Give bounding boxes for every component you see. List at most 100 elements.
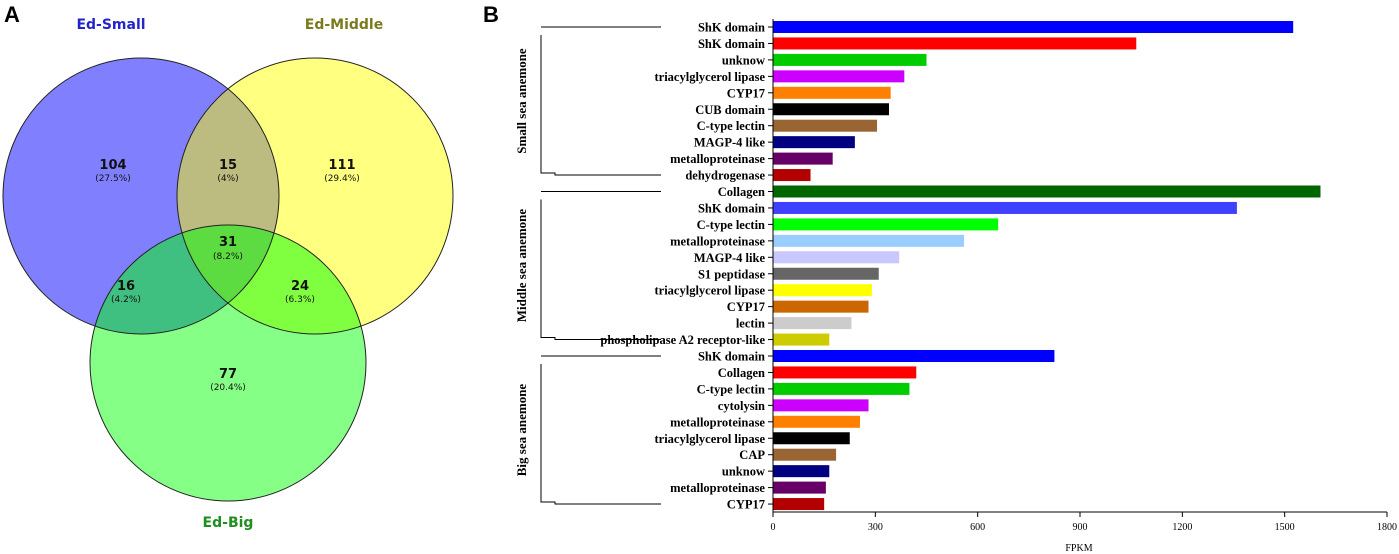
x-tick-label: 1500 (1275, 522, 1295, 533)
group-brackets (540, 26, 773, 505)
set-label-ed-middle: Ed-Middle (305, 17, 383, 33)
bar (773, 37, 1137, 50)
bar-label: C-type lectin (697, 218, 765, 232)
group-label: Big sea anemone (514, 384, 529, 477)
bar (773, 267, 879, 280)
bars (773, 21, 1321, 511)
panel-letter-a: A (4, 2, 20, 27)
region-percent-small-middle: (4%) (217, 174, 238, 184)
bar-label: ShK domain (698, 21, 765, 35)
bar (773, 136, 855, 149)
bar-label: CYP17 (727, 300, 765, 314)
bar (773, 21, 1294, 33)
region-count-small-big: 16 (117, 279, 135, 294)
bar-label: ShK domain (698, 350, 765, 364)
bar (773, 366, 917, 379)
x-axis: 0 300 600 900 1200 1500 1800 (771, 19, 1397, 533)
bar-label: MAGP-4 like (694, 136, 766, 150)
bar-label: CYP17 (727, 86, 765, 100)
bar-label: CUB domain (695, 103, 765, 117)
bar (773, 218, 999, 231)
venn-overlap-small-big (90, 225, 279, 334)
bar-label: S1 peptidase (698, 267, 765, 281)
bar (773, 251, 900, 264)
bar (773, 498, 825, 511)
bar-label: MAGP-4 like (694, 251, 766, 265)
bar-label: unknow (722, 53, 765, 67)
x-tick-label: 600 (970, 522, 985, 533)
panel-letter-b: B (483, 2, 499, 27)
venn-overlap-middle-big (177, 225, 366, 334)
region-percent-small-only: (27.5%) (95, 174, 131, 184)
bar-label: triacylglycerol lipase (654, 284, 765, 298)
bar-label: Collagen (718, 185, 765, 199)
venn-panel: A Ed-Small Ed-Middle Ed-Big 104 (2, 2, 454, 531)
bar-label: ShK domain (698, 37, 765, 51)
bar-label: metalloproteinase (670, 234, 765, 248)
bar (773, 169, 811, 182)
venn-outline-small (2, 57, 280, 335)
bar-label: dehydrogenase (685, 169, 765, 183)
bar (773, 119, 878, 132)
region-count-small-only: 104 (99, 158, 126, 173)
x-tick-label: 900 (1073, 522, 1088, 533)
bar-chart-panel: B Small sea anemone Middle sea anemone Big… (483, 2, 1397, 554)
bar (773, 448, 837, 461)
bar (773, 284, 872, 297)
region-percent-middle-big: (6.3%) (285, 295, 315, 305)
bar (773, 382, 910, 395)
x-tick-label: 1800 (1377, 522, 1397, 533)
bar-label: ShK domain (698, 201, 765, 215)
bar (773, 201, 1237, 214)
group-bracket (540, 355, 661, 505)
bar-label: triacylglycerol lipase (654, 432, 765, 446)
bar-label: unknow (722, 465, 765, 479)
bar-label: phospholipase A2 receptor-like (600, 333, 765, 347)
bar (773, 70, 905, 83)
bar (773, 415, 860, 428)
bar-label: CYP17 (727, 498, 765, 512)
set-label-ed-big: Ed-Big (203, 515, 254, 531)
region-percent-middle-only: (29.4%) (324, 174, 360, 184)
bar-label: CAP (739, 448, 765, 462)
x-tick-label: 300 (868, 522, 883, 533)
bar-label: lectin (736, 317, 765, 331)
region-count-all-three: 31 (219, 235, 237, 250)
bar-label: triacylglycerol lipase (654, 70, 765, 84)
bar-label: C-type lectin (697, 119, 765, 133)
bar (773, 234, 965, 247)
bar-label: metalloproteinase (670, 415, 765, 429)
region-count-middle-only: 111 (328, 158, 355, 173)
region-count-middle-big: 24 (291, 279, 309, 294)
bar (773, 152, 833, 165)
bar-label: Collagen (718, 366, 765, 380)
bar (773, 481, 826, 494)
bar-label: cytolysin (718, 399, 765, 413)
bar (773, 432, 850, 445)
bar (773, 333, 830, 346)
group-label: Small sea anemone (514, 48, 529, 154)
region-percent-big-only: (20.4%) (210, 383, 246, 393)
bar-label: metalloproteinase (670, 481, 765, 495)
set-label-ed-small: Ed-Small (76, 17, 145, 33)
bar (773, 317, 852, 330)
group-labels: Small sea anemone Middle sea anemone Big s… (514, 48, 529, 476)
bar (773, 350, 1055, 362)
venn-outline-middle (176, 57, 454, 335)
region-count-big-only: 77 (219, 367, 237, 382)
x-tick-label: 1200 (1172, 522, 1192, 533)
bar (773, 185, 1321, 198)
x-axis-title: FPKM (1065, 543, 1092, 554)
region-percent-small-big: (4.2%) (111, 295, 141, 305)
bar (773, 465, 830, 478)
region-count-small-middle: 15 (219, 158, 237, 173)
bar (773, 86, 891, 99)
bar (773, 53, 927, 66)
bar (773, 399, 869, 412)
bar-labels: ShK domain ShK domain unknow triacylglycero… (600, 21, 765, 512)
bar-label: C-type lectin (697, 382, 765, 396)
group-bracket (540, 191, 661, 341)
bar (773, 103, 889, 116)
x-tick-label: 0 (771, 522, 776, 533)
